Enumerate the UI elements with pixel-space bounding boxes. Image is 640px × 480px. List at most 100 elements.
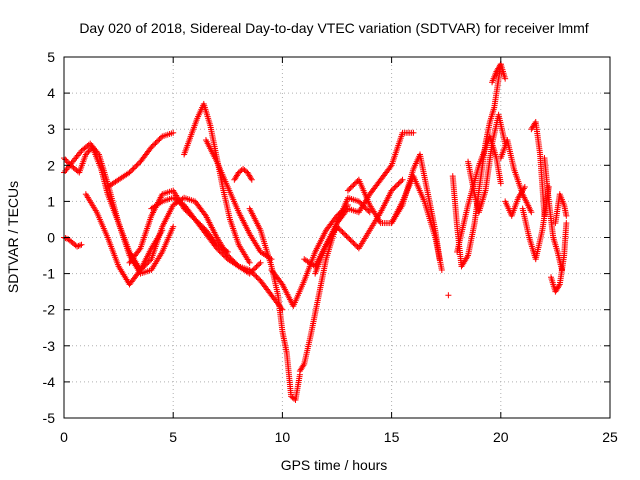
data-point [133, 162, 140, 169]
data-point [74, 243, 81, 250]
data-point [75, 242, 82, 249]
y-tick-label: 1 [47, 193, 55, 209]
data-point [351, 180, 358, 187]
data-point [78, 241, 85, 248]
data-point [129, 166, 136, 173]
data-point [346, 235, 353, 242]
data-point [63, 157, 70, 164]
series-arc-26 [519, 183, 552, 263]
data-point [436, 256, 443, 263]
data-point [278, 279, 285, 286]
data-point [134, 161, 141, 168]
data-point [502, 75, 509, 82]
data-point [351, 241, 358, 248]
series-arc-7 [181, 100, 253, 266]
data-point [246, 270, 253, 277]
data-point [335, 211, 342, 218]
data-point [151, 141, 158, 148]
data-point [84, 150, 91, 157]
axis-ticks: 0 5 10 15 20 25 -5 -4 -3 -2 -1 0 1 2 3 4 5 [43, 49, 618, 445]
data-point [77, 242, 84, 249]
data-point [148, 144, 155, 151]
data-point [336, 226, 343, 233]
series-arc-24 [502, 183, 528, 219]
data-point [497, 180, 504, 187]
data-point [126, 169, 133, 176]
y-tick-label: 2 [47, 157, 55, 173]
data-point [252, 265, 259, 272]
data-point [353, 242, 360, 249]
data-point [248, 269, 255, 276]
series-arc-25 [528, 118, 548, 219]
series-arc-15 [312, 176, 406, 277]
data-point [249, 267, 256, 274]
data-point [344, 187, 351, 194]
data-point [253, 263, 260, 270]
y-tick-label: 3 [47, 121, 55, 137]
data-point [254, 275, 261, 282]
data-point [224, 248, 231, 255]
data-point [396, 179, 403, 186]
data-point [387, 163, 394, 170]
data-point [445, 292, 452, 299]
data-point [250, 266, 257, 273]
data-point [62, 156, 69, 163]
data-point [217, 249, 224, 256]
data-point [346, 186, 353, 193]
data-point [394, 182, 401, 189]
series-arc-23 [497, 137, 535, 216]
series-arc-8 [148, 194, 264, 277]
y-tick-label: -4 [43, 374, 56, 390]
data-point [86, 147, 93, 154]
data-point [438, 266, 445, 273]
data-point [246, 259, 253, 266]
data-point [347, 184, 354, 191]
data-point [563, 212, 570, 219]
data-point [355, 198, 362, 205]
data-point [395, 180, 402, 187]
data-point [353, 179, 360, 186]
data-point [252, 272, 259, 279]
data-point [347, 237, 354, 244]
data-point [349, 238, 356, 245]
data-point [152, 140, 159, 147]
data-point [339, 229, 346, 236]
series-arc-2 [61, 140, 177, 277]
grid [64, 57, 610, 418]
data-point [365, 207, 372, 214]
series-arc-4 [82, 191, 166, 288]
data-point [398, 178, 405, 185]
data-point [220, 252, 227, 259]
data-point [528, 209, 535, 216]
series-arc-14 [301, 129, 417, 270]
y-tick-label: -3 [43, 338, 56, 354]
x-tick-label: 15 [384, 429, 400, 445]
data-point [219, 250, 226, 257]
data-point [247, 175, 254, 182]
data-point [127, 168, 134, 175]
data-point [342, 231, 349, 238]
data-point [410, 129, 417, 136]
data-point [170, 129, 177, 136]
series-arc-17 [388, 151, 443, 263]
series-arc-3 [61, 234, 85, 250]
data-point [85, 148, 92, 155]
data-point [388, 187, 395, 194]
data-point [82, 151, 89, 158]
x-tick-label: 20 [493, 429, 509, 445]
data-point [256, 261, 263, 268]
data-point [130, 165, 137, 172]
y-tick-label: -5 [43, 410, 56, 426]
y-tick-label: 0 [47, 230, 55, 246]
data-point [334, 212, 340, 219]
data-point [222, 253, 229, 260]
series-arc-29 [552, 191, 570, 227]
data-point [159, 227, 166, 234]
y-tick-label: -2 [43, 302, 56, 318]
data-point [563, 220, 570, 227]
series-arc-27 [541, 155, 565, 273]
data-point [349, 183, 356, 190]
data-point [62, 235, 69, 242]
data-point [335, 225, 342, 232]
data-point [149, 142, 156, 149]
